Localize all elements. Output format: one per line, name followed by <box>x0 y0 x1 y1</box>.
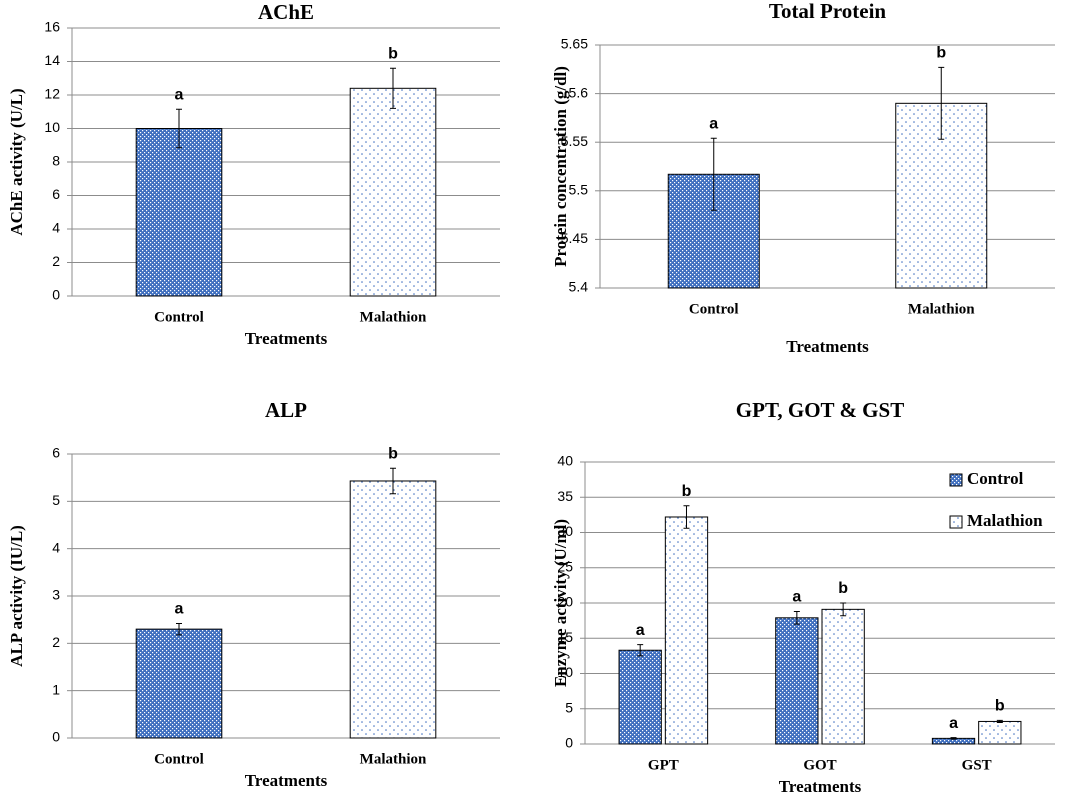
error-bar <box>793 610 800 625</box>
y-tick-label: 0 <box>52 287 60 303</box>
x-tick-label: Malathion <box>360 309 427 325</box>
error-bar <box>950 737 957 740</box>
x-axis-label: Treatments <box>245 329 328 348</box>
y-tick-label: 3 <box>52 587 60 603</box>
y-tick-label: 5 <box>565 699 573 715</box>
bar <box>618 649 662 745</box>
bar <box>821 608 865 745</box>
significance-letter: a <box>949 715 958 732</box>
y-tick-label: 6 <box>52 445 60 461</box>
y-tick-label: 5 <box>52 492 60 508</box>
error-bar <box>996 719 1003 723</box>
y-tick-label: 10 <box>557 664 573 680</box>
y-tick-label: 4 <box>52 220 60 236</box>
significance-letter: b <box>995 698 1005 715</box>
error-bar <box>683 505 690 529</box>
legend-label: Malathion <box>967 511 1043 530</box>
chart-title: GPT, GOT & GST <box>736 398 904 422</box>
bar <box>775 617 819 745</box>
y-axis-label: ALP activity (IU/L) <box>7 525 26 667</box>
error-bar <box>176 622 182 636</box>
significance-letter: a <box>636 622 645 639</box>
y-tick-label: 2 <box>52 253 60 269</box>
error-bar <box>938 66 945 140</box>
y-tick-label: 12 <box>44 86 60 102</box>
bar <box>349 480 437 739</box>
y-tick-label: 10 <box>44 119 60 135</box>
y-tick-label: 5.65 <box>561 36 588 52</box>
y-tick-label: 2 <box>52 634 60 650</box>
bar <box>978 720 1022 745</box>
significance-letter: b <box>388 45 398 62</box>
error-bar <box>176 108 182 149</box>
y-tick-label: 25 <box>557 558 573 574</box>
x-tick-label: Control <box>154 309 204 325</box>
x-axis-label: Treatments <box>786 337 869 356</box>
y-tick-label: 1 <box>52 681 60 697</box>
y-tick-label: 0 <box>52 729 60 745</box>
y-tick-label: 35 <box>557 488 573 504</box>
y-tick-label: 40 <box>557 453 573 469</box>
x-tick-label: GOT <box>803 757 836 773</box>
x-tick-label: Malathion <box>360 751 427 767</box>
bar <box>664 516 709 745</box>
significance-letter: a <box>792 589 801 606</box>
y-tick-label: 5.55 <box>561 133 588 149</box>
y-tick-label: 4 <box>52 539 60 555</box>
y-tick-label: 30 <box>557 523 573 539</box>
y-tick-label: 15 <box>557 629 573 645</box>
error-bar <box>710 137 717 211</box>
error-bar <box>390 67 396 109</box>
x-axis-label: Treatments <box>779 777 862 796</box>
chart-title: AChE <box>258 0 314 24</box>
x-tick-label: Control <box>689 301 739 317</box>
chart-title: Total Protein <box>769 0 887 23</box>
y-tick-label: 6 <box>52 186 60 202</box>
bar <box>349 87 437 297</box>
y-tick-label: 14 <box>44 52 60 68</box>
significance-letter: b <box>936 45 946 62</box>
y-tick-label: 5.4 <box>569 279 589 295</box>
y-tick-label: 5.45 <box>561 230 588 246</box>
error-bar <box>390 467 396 495</box>
y-tick-label: 0 <box>565 735 573 751</box>
y-axis-label: Protein concentration (g/dl) <box>551 66 570 267</box>
y-tick-label: 16 <box>44 19 60 35</box>
y-tick-label: 8 <box>52 153 60 169</box>
significance-letter: b <box>682 483 692 500</box>
legend-swatch <box>949 515 963 529</box>
legend-label: Control <box>967 469 1024 488</box>
x-tick-label: GST <box>962 757 992 773</box>
error-bar <box>840 602 847 617</box>
x-tick-label: Malathion <box>908 301 975 317</box>
x-tick-label: Control <box>154 751 204 767</box>
x-tick-label: GPT <box>648 757 679 773</box>
error-bar <box>637 644 644 657</box>
significance-letter: a <box>175 601 184 618</box>
significance-letter: b <box>388 445 398 462</box>
bar <box>135 128 223 297</box>
y-axis-label: AChE activity (U/L) <box>7 88 26 235</box>
x-axis-label: Treatments <box>245 771 328 790</box>
y-axis-label: Enzyme activity (U/ml) <box>551 519 570 687</box>
significance-letter: a <box>175 86 184 103</box>
significance-letter: b <box>838 580 848 597</box>
y-tick-label: 5.6 <box>569 84 589 100</box>
significance-letter: a <box>709 116 718 133</box>
bar <box>135 628 223 739</box>
y-tick-label: 20 <box>557 594 573 610</box>
y-tick-label: 5.5 <box>569 182 589 198</box>
chart-title: ALP <box>265 398 307 422</box>
legend-swatch <box>949 473 963 487</box>
